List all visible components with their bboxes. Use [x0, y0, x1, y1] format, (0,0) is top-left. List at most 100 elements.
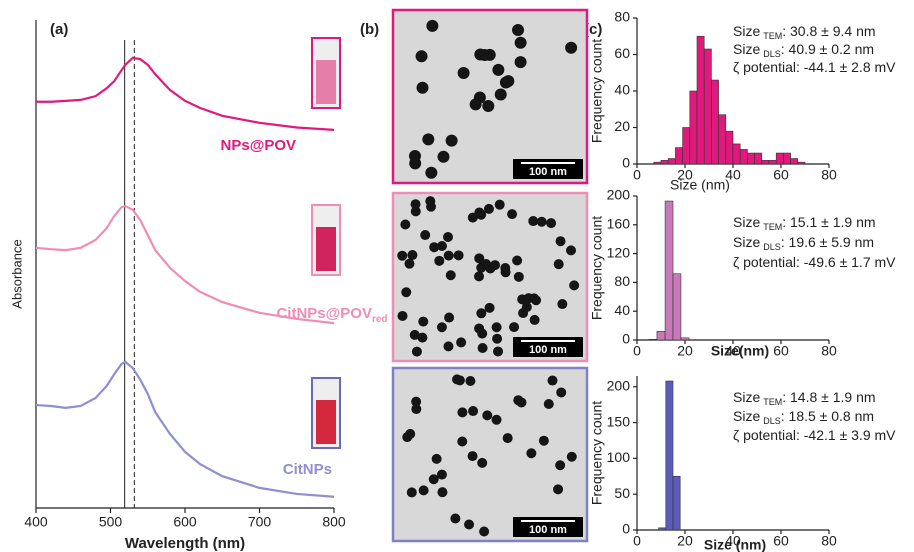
x-tick-label: 600 — [173, 514, 197, 530]
series-label: CitNPs@POVred — [276, 305, 387, 325]
annotation: ζ potential: -42.1 ± 3.9 mV — [733, 427, 896, 443]
annotation-sub: TEM — [763, 397, 782, 407]
nanoparticle — [492, 333, 503, 344]
tem-image — [391, 8, 589, 185]
histogram-bar — [790, 158, 799, 165]
annotation-label: Size — [733, 23, 760, 39]
x-tick-label: 80 — [821, 533, 837, 549]
x-tick-label: 40 — [725, 167, 741, 183]
nanoparticle — [445, 134, 458, 147]
annotation: Size DLS: 19.6 ± 5.9 nm — [733, 234, 874, 253]
nanoparticle — [467, 451, 478, 462]
x-tick-label: 60 — [773, 167, 789, 183]
y-tick-label: 160 — [607, 216, 631, 232]
y-axis-label: Frequency count — [589, 39, 605, 143]
nanoparticle — [416, 81, 429, 94]
nanoparticle — [523, 293, 534, 304]
annotation-label: ζ potential: -44.1 ± 2.8 mV — [733, 59, 896, 75]
nanoparticle — [454, 375, 465, 386]
histogram-bar — [660, 160, 669, 165]
nanoparticle — [521, 302, 532, 313]
y-tick-label: 60 — [614, 45, 630, 61]
nanoparticle — [397, 250, 408, 261]
nanoparticle — [411, 346, 422, 357]
y-tick-label: 100 — [607, 449, 631, 465]
histogram-bar — [711, 79, 719, 165]
series-label: CitNPs — [283, 461, 332, 478]
nanoparticle — [420, 230, 431, 241]
histogram-bar — [689, 90, 698, 165]
y-tick-label: 0 — [622, 331, 630, 347]
histogram-bar — [648, 338, 658, 341]
nanoparticle — [482, 410, 493, 421]
annotation-label: ζ potential: -49.6 ± 1.7 mV — [733, 254, 896, 270]
nanoparticle — [484, 302, 495, 313]
x-axis-label: Size (nm) — [704, 537, 766, 552]
nanoparticle — [443, 341, 454, 352]
nanoparticle — [434, 255, 445, 266]
nanoparticle — [536, 216, 547, 227]
annotation: Size DLS: 18.5 ± 0.8 nm — [733, 408, 874, 427]
nanoparticle — [404, 258, 415, 269]
histogram-bar — [797, 161, 806, 165]
nanoparticle — [474, 253, 485, 264]
panel-label: (a) — [50, 21, 68, 38]
nanoparticle — [431, 453, 442, 464]
histogram-bar — [696, 35, 705, 165]
nanoparticle — [513, 271, 524, 282]
spectrum-line — [35, 360, 335, 498]
nanoparticle — [417, 332, 428, 343]
nanoparticle — [556, 387, 567, 398]
scale-bar-label: 100 nm — [529, 344, 567, 356]
spectrum-line — [36, 56, 335, 131]
nanoparticle — [474, 207, 485, 218]
nanoparticle — [543, 399, 554, 410]
annotation-rest: : 15.1 ± 1.9 nm — [782, 214, 875, 230]
annotation: ζ potential: -49.6 ± 1.7 mV — [733, 254, 896, 270]
nanoparticle — [425, 196, 436, 207]
nanoparticle — [410, 206, 421, 217]
panel-label: (c) — [584, 21, 602, 38]
nanoparticle — [457, 407, 468, 418]
annotation-sub: DLS — [763, 416, 781, 426]
x-tick-label: 40 — [725, 533, 741, 549]
annotation-label: Size — [733, 408, 760, 424]
x-tick-label: 60 — [773, 343, 789, 359]
nanoparticle — [485, 263, 496, 274]
y-axis-label: Frequency count — [589, 216, 605, 320]
x-tick-label: 800 — [322, 514, 346, 530]
x-tick-label: 80 — [821, 167, 837, 183]
histogram-bar — [732, 143, 741, 165]
nanoparticle — [401, 287, 412, 298]
series-name: CitNPs@POV — [276, 305, 371, 322]
annotation-rest: : 40.9 ± 0.2 nm — [781, 41, 874, 57]
x-tick-label: 20 — [677, 167, 693, 183]
x-tick-label: 20 — [677, 533, 693, 549]
nanoparticle — [477, 457, 488, 468]
nanoparticle — [500, 267, 511, 278]
x-tick-label: 400 — [24, 514, 48, 530]
annotation: Size TEM: 15.1 ± 1.9 nm — [733, 214, 876, 233]
nanoparticle — [528, 216, 539, 227]
x-tick-label: 20 — [677, 343, 693, 359]
annotation-rest: : 14.8 ± 1.9 nm — [782, 389, 875, 405]
histogram-bar — [682, 127, 691, 165]
nanoparticle — [502, 433, 513, 444]
x-tick-label: 40 — [725, 343, 741, 359]
annotation: ζ potential: -44.1 ± 2.8 mV — [733, 59, 896, 75]
nanoparticle — [526, 448, 537, 459]
y-tick-label: 120 — [607, 244, 631, 260]
nanoparticle — [512, 24, 525, 37]
nanoparticle — [428, 474, 439, 485]
x-tick-label: 60 — [773, 533, 789, 549]
nanoparticle — [494, 88, 507, 101]
annotation-sub: TEM — [763, 31, 782, 41]
nanoparticle — [566, 245, 577, 256]
nanoparticle — [529, 314, 540, 325]
y-tick-label: 20 — [614, 118, 630, 134]
histogram-bar — [658, 527, 667, 531]
nanoparticle — [477, 342, 488, 353]
nanoparticle — [457, 436, 468, 447]
nanoparticle — [553, 259, 564, 270]
x-tick-label: 500 — [99, 514, 123, 530]
